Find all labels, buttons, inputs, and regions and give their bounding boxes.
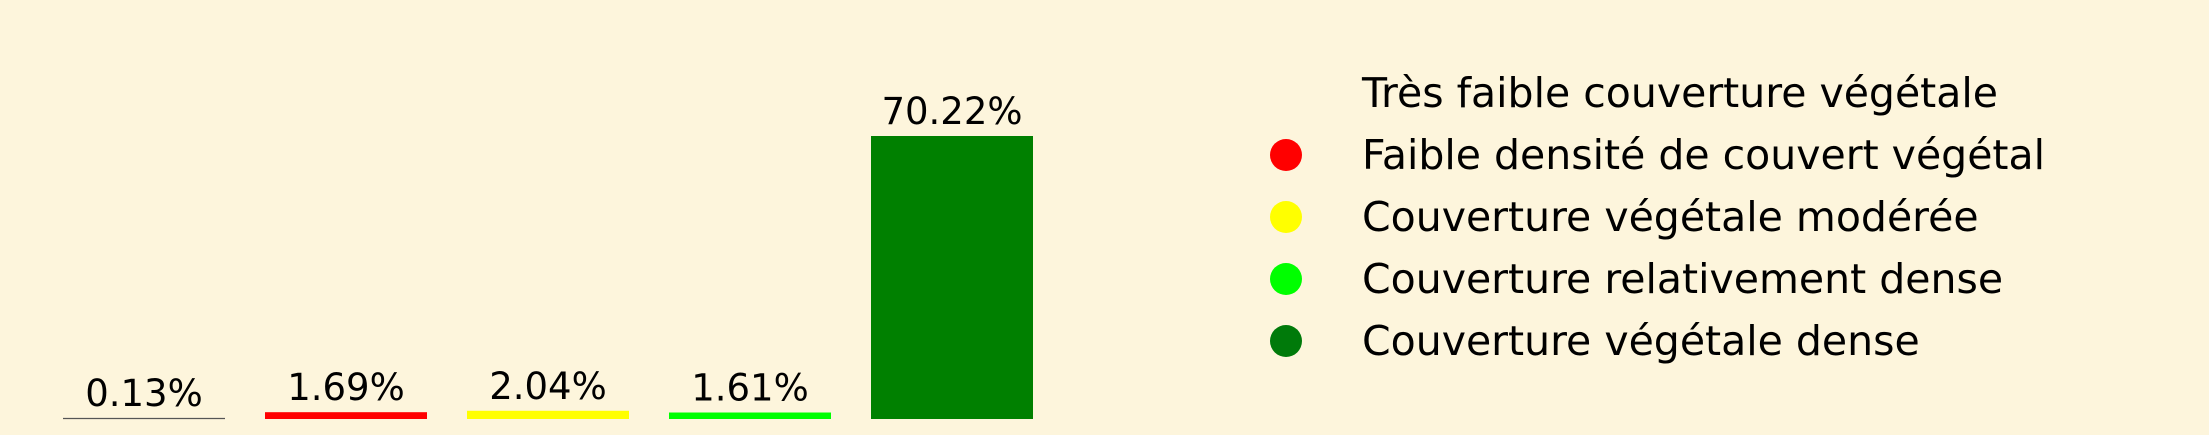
legend-label: Couverture végétale modérée <box>1362 193 1979 241</box>
bar-4 <box>669 412 831 419</box>
legend-marker-icon <box>1270 263 1302 295</box>
legend-label: Couverture relativement dense <box>1362 255 2004 303</box>
legend-item-1: Très faible couverture végétale <box>1270 62 2045 124</box>
bar-value-label-5: 70.22% <box>881 90 1022 133</box>
bar-value-label-4: 1.61% <box>691 367 809 410</box>
legend-item-3: Couverture végétale modérée <box>1270 186 2045 248</box>
legend-marker-icon <box>1270 325 1302 357</box>
legend-marker-icon <box>1270 77 1302 109</box>
bar-3 <box>467 410 629 419</box>
legend-item-2: Faible densité de couvert végétal <box>1270 124 2045 186</box>
bar-5 <box>871 136 1033 419</box>
legend-label: Faible densité de couvert végétal <box>1362 131 2046 179</box>
bar-value-label-2: 1.69% <box>287 366 405 409</box>
legend-item-5: Couverture végétale dense <box>1270 310 2045 372</box>
bar-value-label-1: 0.13% <box>85 372 203 415</box>
legend-item-4: Couverture relativement dense <box>1270 248 2045 310</box>
chart-legend: Très faible couverture végétale Faible de… <box>1270 62 2045 372</box>
legend-marker-icon <box>1270 139 1302 171</box>
bar-chart-plot: 0.13% 1.69% 2.04% 1.61% 70.22% <box>63 90 1033 420</box>
bar-2 <box>265 412 427 419</box>
legend-marker-icon <box>1270 201 1302 233</box>
bar-value-label-3: 2.04% <box>489 365 607 408</box>
legend-label: Très faible couverture végétale <box>1362 69 1999 117</box>
legend-label: Couverture végétale dense <box>1362 317 1920 365</box>
